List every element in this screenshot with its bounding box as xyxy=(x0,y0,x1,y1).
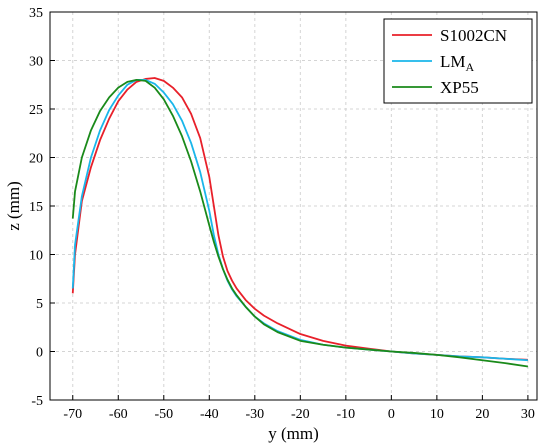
series-line-xp55 xyxy=(71,79,529,368)
y-tick-label: 5 xyxy=(36,297,43,312)
gridlines xyxy=(50,11,537,401)
y-tick-label: 35 xyxy=(29,6,43,21)
x-tick-label: 0 xyxy=(388,407,395,422)
y-axis-title: z (mm) xyxy=(4,181,23,231)
x-tick-label: -50 xyxy=(154,407,173,422)
x-axis-title: y (mm) xyxy=(268,424,319,443)
x-tick-label: -20 xyxy=(291,407,310,422)
x-tick-label: -60 xyxy=(109,407,128,422)
legend-label: XP55 xyxy=(440,78,479,97)
y-tick-label: 10 xyxy=(29,249,43,264)
x-tick-label: -10 xyxy=(337,407,356,422)
axis-ticks: -70 -60 -50 -40 -30 -20 -10 0 10 20 30-50510152025… xyxy=(29,6,535,422)
y-tick-label: 25 xyxy=(29,103,43,118)
y-tick-label: 15 xyxy=(29,200,43,215)
x-tick-label: 20 xyxy=(475,407,489,422)
series-lines xyxy=(71,77,529,368)
x-tick-label: 10 xyxy=(430,407,444,422)
legend-label: S1002CN xyxy=(440,26,507,45)
x-tick-label: -40 xyxy=(200,407,219,422)
y-tick-label: 30 xyxy=(29,55,43,70)
x-tick-label: -30 xyxy=(245,407,264,422)
y-tick-label: -5 xyxy=(31,394,43,409)
y-tick-label: 0 xyxy=(36,346,43,361)
x-tick-label: 30 xyxy=(521,407,535,422)
y-tick-label: 20 xyxy=(29,152,43,167)
x-tick-label: -70 xyxy=(63,407,82,422)
